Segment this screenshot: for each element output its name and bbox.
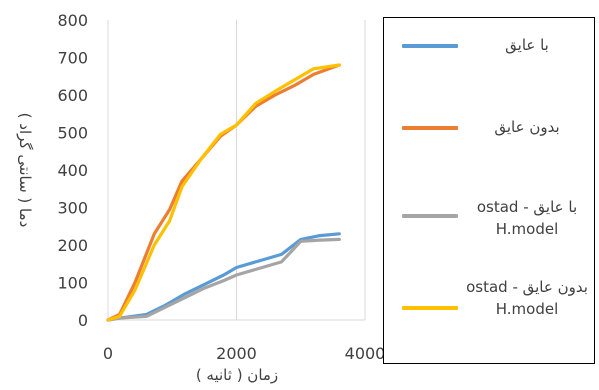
y-tick-label: 500: [57, 124, 88, 143]
legend-swatch-series-4: [402, 306, 458, 310]
legend: با عایق بدون عایق با عایق - ostad H.mode…: [383, 17, 595, 364]
grid-lines: [236, 20, 366, 320]
legend-swatch-series-3: [402, 214, 458, 218]
y-tick-label: 300: [57, 199, 88, 218]
y-axis-title: دما ( سانتی گراد ): [16, 113, 34, 228]
legend-label-series-3: با عایق - ostad H.model: [476, 198, 578, 238]
legend-swatch-series-2: [402, 126, 458, 130]
y-tick-label: 400: [57, 161, 88, 180]
y-tick-labels: 0 100 200 300 400 500 600 700 800: [57, 11, 88, 330]
x-tick-label: 4000: [345, 344, 386, 363]
x-tick-label: 0: [103, 344, 113, 363]
series-line-1: [106, 232, 341, 322]
x-axis-title: زمان ( ثانیه ): [196, 366, 278, 384]
axes: [107, 20, 365, 321]
y-tick-label: 200: [57, 236, 88, 255]
y-tick-label: 600: [57, 86, 88, 105]
y-tick-label: 800: [57, 11, 88, 30]
legend-label-series-4: بدون عایق - ostad H.model: [466, 278, 588, 318]
series-lines: [106, 63, 341, 322]
legend-swatch-series-1: [402, 44, 458, 48]
legend-label-series-2: بدون عایق: [494, 118, 560, 136]
y-tick-label: 0: [78, 311, 88, 330]
x-tick-labels: 0 2000 4000: [103, 344, 385, 363]
legend-label-series-1: با عایق: [505, 36, 549, 54]
x-tick-label: 2000: [216, 344, 257, 363]
y-tick-label: 100: [57, 274, 88, 293]
series-line-4: [106, 63, 341, 322]
y-tick-label: 700: [57, 49, 88, 68]
series-line-3: [106, 237, 341, 322]
